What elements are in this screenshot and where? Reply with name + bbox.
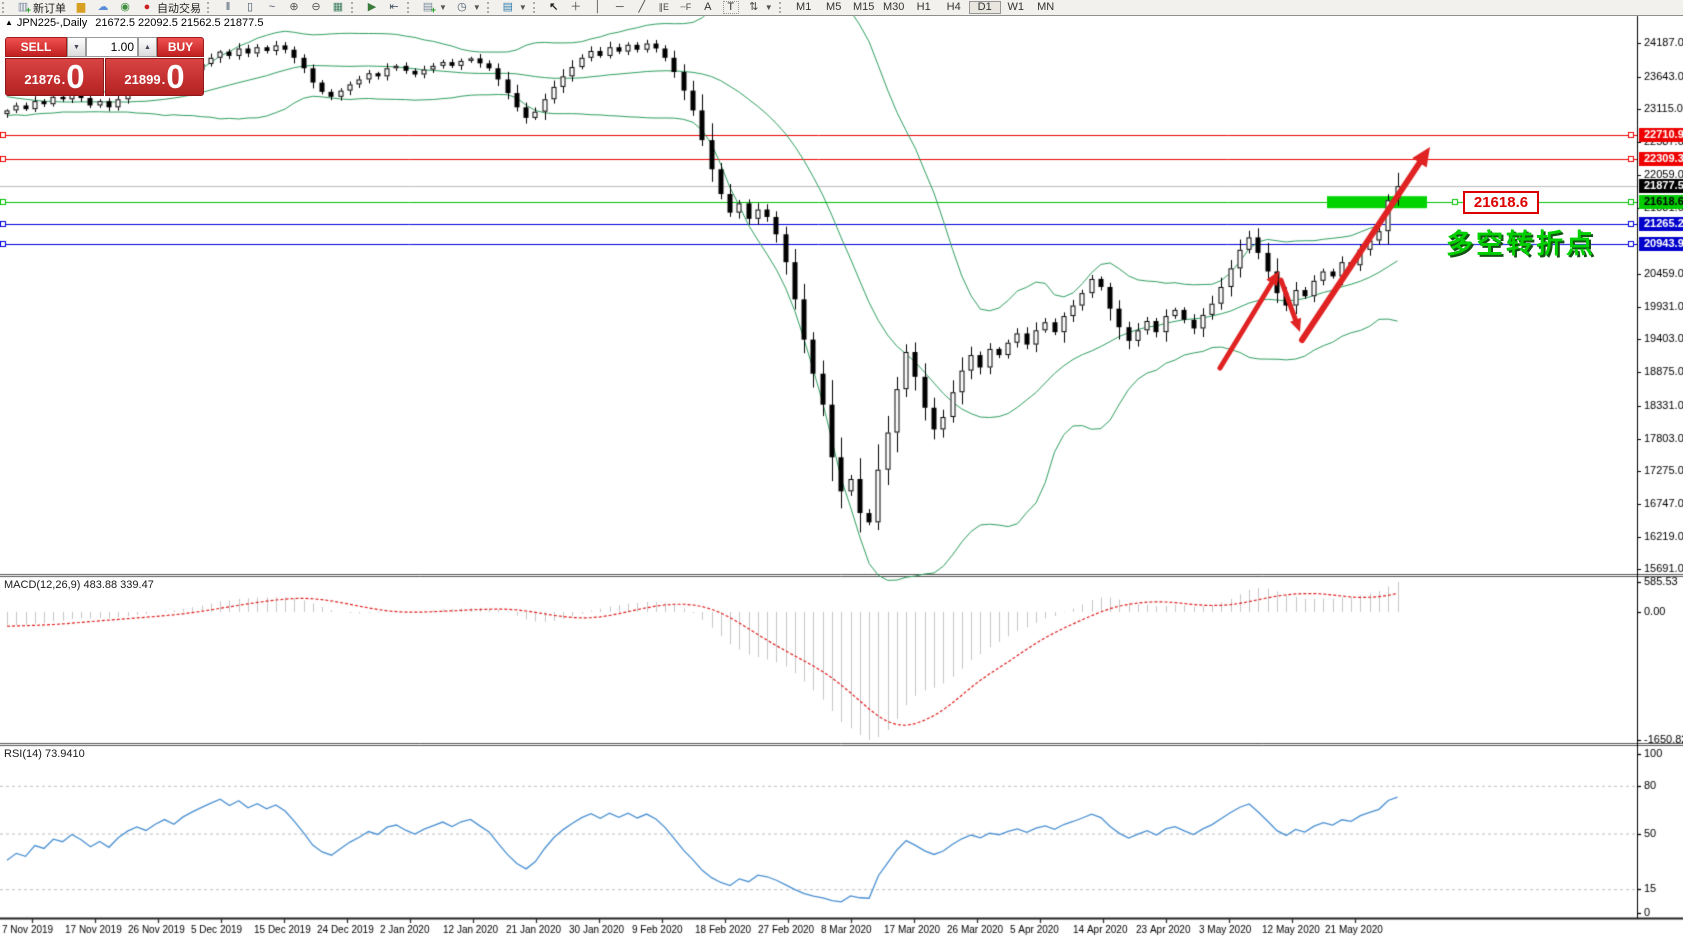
line-chart-icon: ~: [268, 1, 276, 13]
toolbar-grip[interactable]: [407, 2, 415, 13]
chevron-down-icon: ▼: [518, 3, 527, 12]
chevron-down-icon: ▼: [439, 3, 447, 12]
volume-input[interactable]: [86, 37, 138, 57]
bar-chart-icon: ‖: [225, 1, 231, 13]
candle-chart-icon: ▯: [246, 1, 254, 13]
ask-price-dot: .: [161, 72, 166, 87]
arrows-icon: ⇅: [749, 1, 759, 13]
toolbar-grip[interactable]: [207, 2, 215, 13]
autotrading-button[interactable]: ● 自动交易: [136, 1, 205, 15]
vertical-line-icon: │: [594, 1, 602, 13]
horizontal-line-icon: ─: [615, 1, 624, 13]
trendline-tool-button[interactable]: ╱: [631, 1, 653, 15]
periods-button[interactable]: ◷ ▼: [451, 1, 485, 15]
bar-chart-button[interactable]: ‖: [217, 1, 239, 15]
bid-price-dot: .: [61, 72, 66, 87]
auto-scroll-icon: ▶: [367, 1, 377, 13]
vline-tool-button[interactable]: │: [587, 1, 609, 15]
zoom-out-icon: ⊖: [311, 1, 321, 13]
volume-decrease-button[interactable]: ▼: [67, 37, 86, 57]
toolbar: ▥ + 新订单 ▆ ☁ ◉ ● 自动交易 ‖ ▯ ~ ⊕ ⊖ ▦ ▶ ⇤ ▤ + ▼…: [0, 0, 1683, 16]
bid-price-tile[interactable]: 21876. 0: [5, 58, 104, 96]
sell-button[interactable]: SELL: [5, 37, 67, 57]
zoom-out-button[interactable]: ⊖: [305, 1, 327, 15]
fibonacci-icon: ┄F: [680, 2, 692, 12]
ask-price-main: 21899: [124, 72, 161, 87]
hline-tool-button[interactable]: ─: [609, 1, 631, 15]
ask-price-tile[interactable]: 21899. 0: [105, 58, 204, 96]
candle-chart-button[interactable]: ▯: [239, 1, 261, 15]
toolbar-grip[interactable]: [778, 2, 787, 13]
toolbar-grip[interactable]: [2, 2, 10, 13]
templates-icon: ▤: [502, 1, 514, 13]
indicators-button[interactable]: ▤ + ▼: [417, 1, 451, 15]
toolbar-grip[interactable]: [486, 2, 495, 13]
indicators-icon: ▤ +: [422, 1, 436, 15]
text-label-icon: T: [722, 1, 739, 14]
text-icon: A: [704, 1, 712, 13]
signal-icon: ◉: [120, 1, 130, 13]
toolbar-grip[interactable]: [532, 2, 541, 13]
tab-m5[interactable]: M5: [826, 1, 842, 13]
symbol-period-label: JPN225-,Daily: [16, 17, 88, 29]
tab-m15[interactable]: M15: [852, 1, 875, 13]
tab-m30[interactable]: M30: [882, 1, 905, 13]
buy-button[interactable]: BUY: [157, 37, 204, 57]
chevron-down-icon: ▼: [472, 3, 481, 12]
tab-mn[interactable]: MN: [1037, 1, 1055, 13]
arrows-tool-button[interactable]: ⇅ ▼: [743, 1, 777, 15]
bid-price-main: 21876: [24, 72, 61, 87]
rsi-indicator-label: RSI(14) 73.9410: [4, 748, 85, 760]
line-chart-button[interactable]: ~: [261, 1, 283, 15]
auto-scroll-button[interactable]: ▶: [361, 1, 383, 15]
chart-shift-button[interactable]: ⇤: [383, 1, 405, 15]
macd-indicator-label: MACD(12,26,9) 483.88 339.47: [4, 579, 154, 591]
signal-button[interactable]: ◉: [114, 1, 136, 15]
collapse-triangle-icon[interactable]: ▲: [5, 18, 13, 27]
crosshair-tool-button[interactable]: ＋: [565, 1, 587, 15]
tab-d1[interactable]: D1: [968, 1, 1001, 14]
gold-bars-icon: ▆: [76, 1, 86, 13]
turning-point-note: 多空转折点: [1446, 229, 1596, 259]
cloud-button[interactable]: ☁: [92, 1, 114, 15]
new-order-label: 新订单: [33, 2, 66, 15]
new-order-button[interactable]: ▥ + 新订单: [12, 1, 70, 15]
tab-h4[interactable]: H4: [946, 1, 961, 13]
ask-price-big-digit: 0: [166, 58, 185, 95]
channel-tool-button[interactable]: ∥E: [653, 1, 675, 15]
autotrading-label: 自动交易: [157, 2, 201, 15]
text-tool-button[interactable]: A: [697, 1, 719, 15]
bid-price-big-digit: 0: [66, 58, 85, 95]
new-order-icon: ▥ +: [17, 1, 31, 15]
autotrading-icon: ●: [143, 1, 151, 13]
clock-icon: ◷: [457, 1, 467, 13]
chart-title: ▲ JPN225-,Daily 21672.5 22092.5 21562.5 21…: [5, 17, 263, 29]
chart-shift-icon: ⇤: [389, 1, 399, 13]
fibonacci-tool-button[interactable]: ┄F: [675, 1, 697, 15]
tab-w1[interactable]: W1: [1007, 1, 1024, 13]
zoom-in-icon: ⊕: [289, 1, 299, 13]
label-tool-button[interactable]: T: [719, 1, 743, 15]
zoom-in-button[interactable]: ⊕: [283, 1, 305, 15]
cloud-icon: ☁: [97, 1, 109, 13]
toolbar-grip[interactable]: [351, 2, 359, 13]
templates-button[interactable]: ▤ ▼: [497, 1, 531, 15]
cursor-icon: ↖: [549, 1, 559, 13]
one-click-trading-panel: SELL ▼ ▲ BUY 21876.0 21899.0: [5, 37, 204, 96]
tile-windows-button[interactable]: ▦: [327, 1, 349, 15]
tab-h1[interactable]: H1: [916, 1, 931, 13]
tile-windows-icon: ▦: [332, 1, 344, 13]
ohlc-values: 21672.5 22092.5 21562.5 21877.5: [95, 17, 264, 29]
equidistant-channel-icon: ∥E: [658, 2, 670, 12]
chevron-down-icon: ▼: [764, 3, 773, 12]
crosshair-icon: ＋: [570, 1, 582, 13]
trendline-icon: ╱: [638, 1, 646, 13]
price-callout-label: 21618.6: [1463, 191, 1539, 214]
volume-increase-button[interactable]: ▲: [138, 37, 157, 57]
gold-bars-button[interactable]: ▆: [70, 1, 92, 15]
cursor-tool-button[interactable]: ↖: [543, 1, 565, 15]
tab-m1[interactable]: M1: [796, 1, 812, 13]
